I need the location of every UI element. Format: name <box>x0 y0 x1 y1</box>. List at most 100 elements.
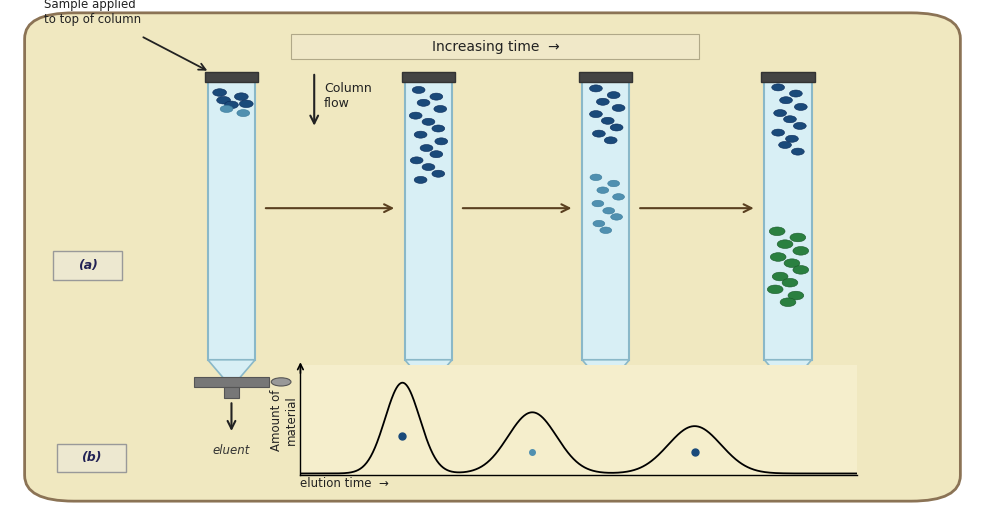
X-axis label: elution time  →: elution time → <box>300 477 389 490</box>
Text: (a): (a) <box>78 259 98 272</box>
Ellipse shape <box>790 233 806 242</box>
Bar <box>582 77 629 360</box>
Ellipse shape <box>415 131 427 138</box>
Ellipse shape <box>795 103 808 111</box>
Text: Sample applied
to top of column: Sample applied to top of column <box>44 0 142 26</box>
Ellipse shape <box>772 129 785 136</box>
Ellipse shape <box>772 272 788 281</box>
Bar <box>751 377 825 387</box>
Ellipse shape <box>767 285 783 293</box>
Ellipse shape <box>608 180 620 187</box>
Ellipse shape <box>592 200 604 207</box>
Ellipse shape <box>784 259 800 267</box>
Polygon shape <box>582 360 629 378</box>
Ellipse shape <box>590 174 602 180</box>
Ellipse shape <box>217 97 230 104</box>
Bar <box>780 387 796 398</box>
Ellipse shape <box>770 253 786 261</box>
Ellipse shape <box>611 214 623 220</box>
Ellipse shape <box>411 157 424 164</box>
Bar <box>568 377 643 387</box>
Bar <box>761 72 815 82</box>
Ellipse shape <box>434 105 447 113</box>
Text: (b): (b) <box>82 451 101 465</box>
Ellipse shape <box>432 125 445 132</box>
Ellipse shape <box>415 176 427 183</box>
Ellipse shape <box>418 99 429 106</box>
Ellipse shape <box>589 111 603 118</box>
Ellipse shape <box>413 86 426 94</box>
FancyBboxPatch shape <box>25 13 960 501</box>
FancyBboxPatch shape <box>57 444 126 472</box>
Ellipse shape <box>597 187 609 193</box>
Bar <box>194 377 269 387</box>
Ellipse shape <box>777 240 793 248</box>
Ellipse shape <box>605 137 617 144</box>
Polygon shape <box>208 360 255 378</box>
Bar <box>598 387 614 398</box>
Text: eluent: eluent <box>769 444 807 457</box>
Ellipse shape <box>423 163 435 171</box>
Text: Increasing time  →: Increasing time → <box>431 40 559 54</box>
Text: Column
flow: Column flow <box>324 82 371 110</box>
Polygon shape <box>764 360 812 378</box>
Ellipse shape <box>613 194 624 200</box>
Ellipse shape <box>596 98 609 105</box>
Bar <box>391 377 466 387</box>
Bar <box>421 387 436 398</box>
Ellipse shape <box>410 112 422 119</box>
Ellipse shape <box>225 101 238 108</box>
Text: eluent: eluent <box>587 444 624 457</box>
Ellipse shape <box>772 84 785 91</box>
Y-axis label: Amount of
material: Amount of material <box>270 390 297 451</box>
Ellipse shape <box>784 116 797 123</box>
Ellipse shape <box>603 208 615 214</box>
Ellipse shape <box>782 279 798 287</box>
Ellipse shape <box>432 170 445 177</box>
Bar <box>224 387 239 398</box>
Ellipse shape <box>601 117 615 124</box>
FancyBboxPatch shape <box>291 34 699 59</box>
Ellipse shape <box>780 97 793 104</box>
Ellipse shape <box>827 378 847 386</box>
Ellipse shape <box>611 124 624 131</box>
Ellipse shape <box>793 266 809 274</box>
Ellipse shape <box>780 298 796 306</box>
Ellipse shape <box>589 85 603 92</box>
Ellipse shape <box>221 105 232 113</box>
Ellipse shape <box>423 118 435 125</box>
Polygon shape <box>405 360 452 378</box>
Bar <box>205 72 258 82</box>
Ellipse shape <box>600 227 612 233</box>
Ellipse shape <box>236 109 250 117</box>
Ellipse shape <box>607 91 621 99</box>
Ellipse shape <box>234 93 248 100</box>
Ellipse shape <box>213 89 227 96</box>
Ellipse shape <box>421 144 433 152</box>
Ellipse shape <box>430 151 443 158</box>
Ellipse shape <box>788 291 804 300</box>
Ellipse shape <box>593 221 605 227</box>
Ellipse shape <box>468 378 488 386</box>
Ellipse shape <box>793 247 809 255</box>
Ellipse shape <box>239 100 253 107</box>
FancyBboxPatch shape <box>53 251 122 280</box>
Text: eluert: eluert <box>411 444 446 457</box>
Text: eluent: eluent <box>213 444 250 457</box>
Ellipse shape <box>271 378 291 386</box>
Ellipse shape <box>430 93 443 100</box>
Bar <box>208 77 255 360</box>
Ellipse shape <box>435 138 447 145</box>
Ellipse shape <box>769 227 785 235</box>
Ellipse shape <box>645 378 665 386</box>
Ellipse shape <box>779 141 792 149</box>
Ellipse shape <box>790 90 803 97</box>
Bar <box>579 72 632 82</box>
Bar <box>764 77 812 360</box>
Ellipse shape <box>792 148 805 155</box>
Bar <box>405 77 452 360</box>
Ellipse shape <box>786 135 799 142</box>
Ellipse shape <box>794 122 807 130</box>
Ellipse shape <box>593 130 605 137</box>
Bar <box>402 72 455 82</box>
